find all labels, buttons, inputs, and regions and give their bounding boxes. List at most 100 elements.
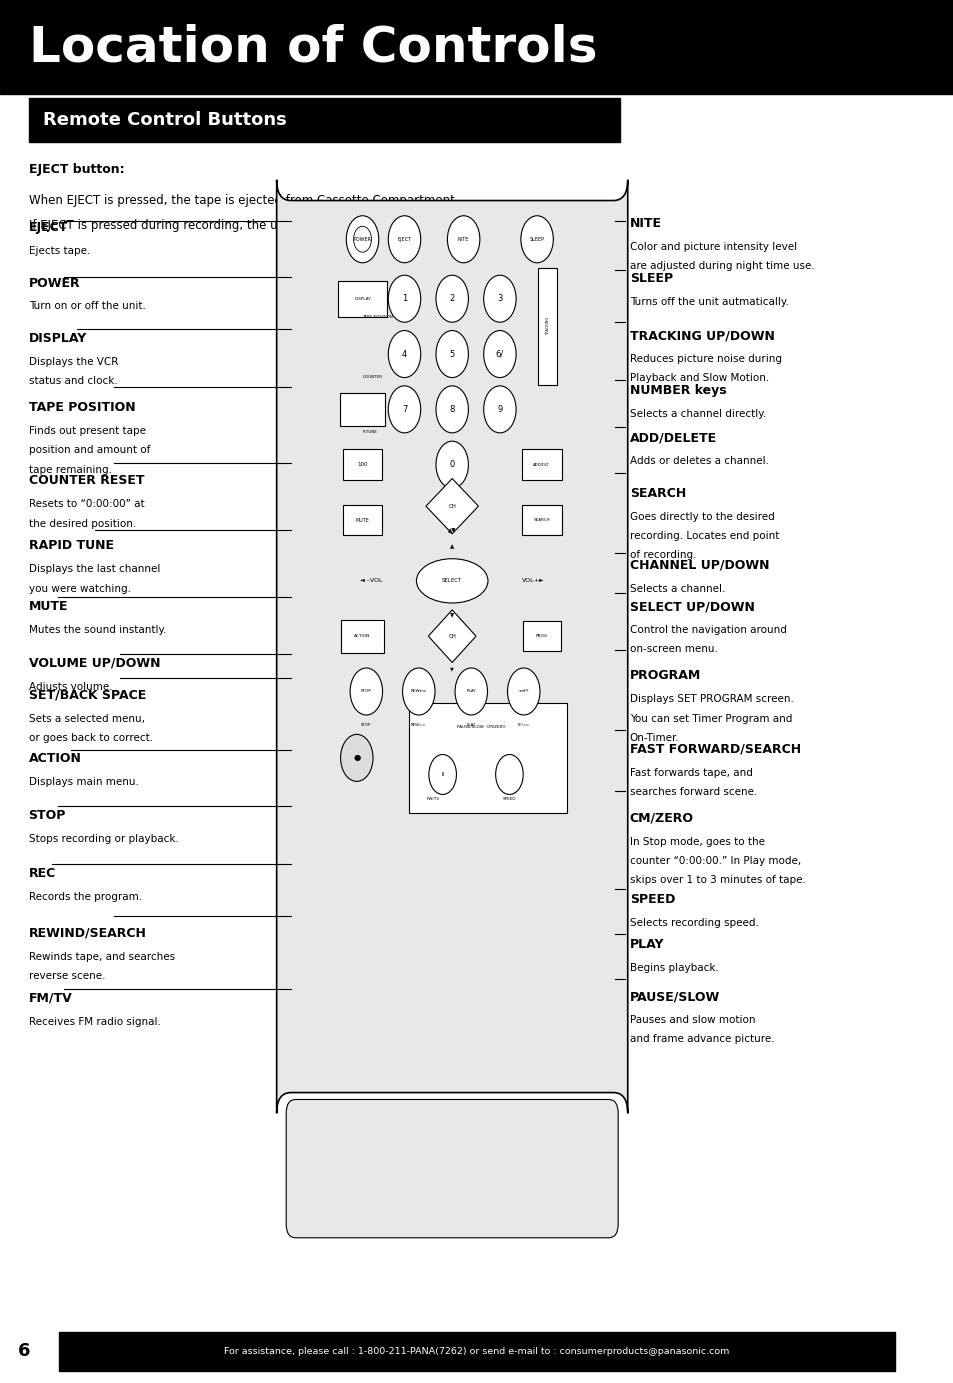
Text: PLAY: PLAY xyxy=(466,723,476,727)
Text: 0: 0 xyxy=(449,461,455,469)
Text: Control the navigation around: Control the navigation around xyxy=(629,625,785,635)
Text: 6: 6 xyxy=(17,1342,30,1361)
Text: Color and picture intensity level: Color and picture intensity level xyxy=(629,242,796,252)
Circle shape xyxy=(483,275,516,322)
Circle shape xyxy=(340,734,373,781)
FancyBboxPatch shape xyxy=(276,180,627,1113)
Text: ADD/DLT: ADD/DLT xyxy=(533,463,550,466)
Text: NITE: NITE xyxy=(629,217,661,230)
Circle shape xyxy=(388,275,420,322)
Text: Resets to “0:00:00” at: Resets to “0:00:00” at xyxy=(29,499,144,509)
Text: TRACKING UP/DOWN: TRACKING UP/DOWN xyxy=(629,329,774,342)
Text: 3: 3 xyxy=(497,295,502,303)
Text: PLAY: PLAY xyxy=(629,938,663,950)
Text: If EJECT is pressed during recording, the unit will not respond to the command.: If EJECT is pressed during recording, th… xyxy=(29,219,496,231)
Text: SELECT UP/DOWN: SELECT UP/DOWN xyxy=(629,600,754,613)
Bar xyxy=(343,505,381,535)
Bar xyxy=(409,703,566,813)
Text: MUTE: MUTE xyxy=(355,517,369,523)
Text: FF/==: FF/== xyxy=(517,723,529,727)
Text: SEARCH: SEARCH xyxy=(629,487,685,499)
Text: Selects a channel.: Selects a channel. xyxy=(629,584,724,593)
Text: Sets a selected menu,: Sets a selected menu, xyxy=(29,714,145,723)
Text: Adds or deletes a channel.: Adds or deletes a channel. xyxy=(629,456,768,466)
Bar xyxy=(337,281,387,317)
Text: PAUSE/SLOW: PAUSE/SLOW xyxy=(629,990,720,1003)
Text: REW⇤⇤: REW⇤⇤ xyxy=(410,690,427,693)
Text: Receives FM radio signal.: Receives FM radio signal. xyxy=(29,1017,160,1026)
Bar xyxy=(522,621,560,651)
Text: COUNTER RESET: COUNTER RESET xyxy=(29,474,144,487)
Text: ⇥⇥FF: ⇥⇥FF xyxy=(517,690,529,693)
Circle shape xyxy=(429,755,456,794)
Circle shape xyxy=(388,331,420,378)
Text: and frame advance picture.: and frame advance picture. xyxy=(629,1034,774,1044)
Text: REWIND/SEARCH: REWIND/SEARCH xyxy=(29,927,147,939)
Polygon shape xyxy=(425,479,477,534)
Text: ACTION: ACTION xyxy=(354,635,371,638)
Text: of recording.: of recording. xyxy=(629,550,696,560)
Text: ▲▼: ▲▼ xyxy=(448,528,456,534)
Text: Selects a channel directly.: Selects a channel directly. xyxy=(629,409,765,419)
Text: SPEED: SPEED xyxy=(629,893,675,906)
Text: EJECT: EJECT xyxy=(397,236,411,242)
Text: When EJECT is pressed, the tape is ejected from Cassette Compartment.: When EJECT is pressed, the tape is eject… xyxy=(29,194,457,206)
Text: TRACKING: TRACKING xyxy=(545,317,549,336)
Text: Selects recording speed.: Selects recording speed. xyxy=(629,918,758,928)
Text: 6/: 6/ xyxy=(496,350,503,358)
Text: Ejects tape.: Ejects tape. xyxy=(29,246,90,256)
Circle shape xyxy=(483,386,516,433)
Text: skips over 1 to 3 minutes of tape.: skips over 1 to 3 minutes of tape. xyxy=(629,875,804,885)
Text: NITE: NITE xyxy=(457,236,469,242)
Text: PAUSE/SLOW  CM/ZERO: PAUSE/SLOW CM/ZERO xyxy=(456,726,504,729)
Text: on-screen menu.: on-screen menu. xyxy=(629,644,717,654)
Text: Turns off the unit autmatically.: Turns off the unit autmatically. xyxy=(629,297,788,307)
Circle shape xyxy=(520,216,553,263)
Text: REW==: REW== xyxy=(411,723,426,727)
Text: CH: CH xyxy=(448,503,456,509)
Text: Pauses and slow motion: Pauses and slow motion xyxy=(629,1015,755,1025)
Text: FM/TV: FM/TV xyxy=(29,992,72,1004)
Text: FW/TV: FW/TV xyxy=(426,798,439,801)
Text: SET/BACK SPACE: SET/BACK SPACE xyxy=(29,689,146,701)
Text: TAPE POSITION: TAPE POSITION xyxy=(29,401,135,414)
Text: PLAY: PLAY xyxy=(466,690,476,693)
Text: ACTION: ACTION xyxy=(29,752,81,765)
Text: EJECT: EJECT xyxy=(29,221,68,234)
Text: REC: REC xyxy=(29,867,56,880)
Text: POWER: POWER xyxy=(29,277,80,289)
Text: In Stop mode, goes to the: In Stop mode, goes to the xyxy=(629,837,764,846)
Text: SPEED: SPEED xyxy=(502,798,516,801)
Text: 8: 8 xyxy=(449,405,455,414)
Circle shape xyxy=(388,216,420,263)
Text: SEARCH: SEARCH xyxy=(533,519,550,521)
Text: tape remaining.: tape remaining. xyxy=(29,465,112,474)
Text: ▲: ▲ xyxy=(450,544,454,549)
Circle shape xyxy=(346,216,378,263)
Text: Finds out present tape: Finds out present tape xyxy=(29,426,146,436)
Text: ●: ● xyxy=(353,754,360,762)
Bar xyxy=(343,449,381,480)
Text: For assistance, please call : 1-800-211-PANA(7262) or send e-mail to : consumerp: For assistance, please call : 1-800-211-… xyxy=(224,1347,729,1355)
Circle shape xyxy=(350,668,382,715)
Text: the desired position.: the desired position. xyxy=(29,519,135,528)
Text: or goes back to correct.: or goes back to correct. xyxy=(29,733,152,743)
Text: Rewinds tape, and searches: Rewinds tape, and searches xyxy=(29,952,174,961)
Text: CHANNEL UP/DOWN: CHANNEL UP/DOWN xyxy=(629,559,768,571)
Text: Stops recording or playback.: Stops recording or playback. xyxy=(29,834,178,844)
Text: VOLUME UP/DOWN: VOLUME UP/DOWN xyxy=(29,657,160,669)
Text: recording. Locates end point: recording. Locates end point xyxy=(629,531,779,541)
Bar xyxy=(59,1332,894,1371)
Text: SELECT: SELECT xyxy=(441,578,462,584)
Text: position and amount of: position and amount of xyxy=(29,445,150,455)
Text: POWER: POWER xyxy=(354,236,371,242)
Text: On-Timer.: On-Timer. xyxy=(629,733,679,743)
Bar xyxy=(521,449,561,480)
Text: 7: 7 xyxy=(401,405,407,414)
Text: Turn on or off the unit.: Turn on or off the unit. xyxy=(29,301,146,311)
Text: Records the program.: Records the program. xyxy=(29,892,142,902)
Text: ▼: ▼ xyxy=(450,613,454,618)
Text: 4: 4 xyxy=(401,350,407,358)
Circle shape xyxy=(455,668,487,715)
Polygon shape xyxy=(428,610,476,662)
